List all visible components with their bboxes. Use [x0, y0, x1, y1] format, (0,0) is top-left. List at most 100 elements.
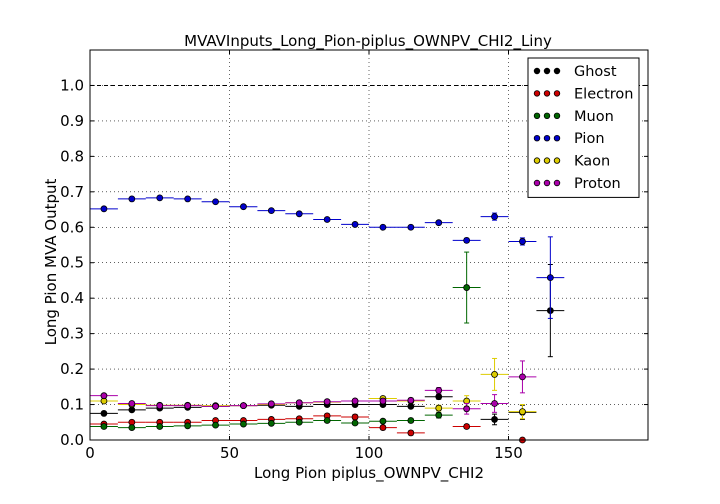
axis-ticks: 0 50 100 150 0.0 0.1 0.2 0.3 0.4 0.5 0.6 0.7 0.8 0.9 1… [60, 50, 648, 462]
data-point [212, 402, 219, 410]
data-point [407, 396, 415, 404]
data-point [240, 420, 247, 428]
data-point [379, 417, 387, 425]
legend-marker [533, 112, 541, 119]
legend-marker [543, 179, 551, 187]
legend: Ghost Electron Muon Pion Kaon Proton [527, 57, 640, 198]
data-point [212, 421, 219, 429]
x-tick-label: 0 [85, 444, 95, 462]
x-tick-label: 150 [494, 444, 523, 462]
data-point [546, 274, 554, 282]
y-tick-label: 0.0 [60, 431, 84, 449]
data-point [491, 416, 498, 423]
legend-marker [543, 67, 551, 75]
data-point [463, 236, 471, 244]
y-tick-label: 0.5 [60, 254, 84, 272]
data-point [435, 219, 443, 227]
x-axis-label: Long Pion piplus_OWNPV_CHI2 [254, 464, 484, 483]
y-tick-label: 0.8 [60, 147, 84, 165]
x-tick-label: 100 [355, 444, 384, 462]
data-point [100, 205, 108, 213]
x-tick-label: 50 [220, 444, 239, 462]
data-point [184, 195, 192, 203]
data-point [184, 422, 192, 430]
data-point [212, 198, 219, 206]
legend-marker [543, 157, 551, 164]
data-point [156, 423, 164, 430]
y-tick-label: 1.0 [60, 76, 84, 94]
legend-label-muon: Muon [574, 109, 614, 125]
legend-marker [543, 112, 551, 119]
legend-box [527, 57, 640, 198]
legend-marker [533, 90, 541, 97]
data-point [267, 207, 275, 215]
data-point [156, 402, 164, 410]
data-point [156, 194, 164, 202]
data-point [407, 417, 415, 424]
data-point [379, 397, 387, 405]
data-point [295, 210, 303, 218]
data-point [351, 413, 359, 421]
data-point [323, 398, 331, 406]
y-axis-label: Long Pion MVA Output [42, 178, 60, 345]
data-point [184, 402, 192, 410]
data-point [463, 423, 471, 430]
data-point [491, 400, 498, 407]
data-point [295, 399, 303, 407]
data-point [323, 417, 331, 424]
data-point [128, 400, 136, 407]
legend-label-proton: Proton [574, 176, 621, 192]
series-proton [90, 360, 537, 415]
series-muon [90, 251, 481, 431]
data-point [435, 404, 443, 412]
legend-marker [553, 112, 561, 119]
legend-marker [533, 179, 541, 187]
legend-label-electron: Electron [574, 86, 633, 102]
data-point [407, 429, 415, 437]
data-point [128, 424, 136, 431]
y-tick-label: 0.3 [60, 325, 84, 343]
data-point [351, 397, 359, 405]
data-point [351, 221, 359, 228]
data-point [491, 371, 498, 378]
series-pion [90, 194, 565, 319]
data-point [267, 419, 275, 427]
y-tick-label: 0.2 [60, 360, 84, 378]
data-point [379, 424, 387, 431]
legend-marker [533, 157, 541, 164]
data-point [100, 423, 108, 430]
data-point [240, 402, 247, 410]
y-tick-label: 0.7 [60, 183, 84, 201]
legend-marker [543, 90, 551, 97]
data-point [240, 203, 247, 211]
legend-marker [553, 157, 561, 164]
data-point [323, 216, 331, 223]
data-point [128, 195, 136, 203]
data-point [519, 373, 526, 381]
data-point [295, 418, 303, 426]
data-point [491, 213, 498, 221]
legend-marker [533, 67, 541, 75]
legend-marker [553, 90, 561, 97]
data-point [463, 405, 471, 413]
data-point [519, 238, 526, 245]
y-tick-label: 0.6 [60, 218, 84, 236]
data-point [379, 223, 387, 231]
legend-marker [553, 134, 561, 142]
series-layer [90, 194, 565, 444]
legend-marker [553, 179, 561, 187]
data-point [435, 393, 443, 401]
legend-marker [533, 134, 541, 142]
y-tick-label: 0.1 [60, 396, 84, 414]
data-point [435, 411, 443, 419]
data-point [100, 410, 108, 417]
legend-label-kaon: Kaon [574, 154, 610, 170]
chart-title: MVAVInputs_Long_Pion-piplus_OWNPV_CHI2_L… [184, 32, 552, 51]
data-point [267, 400, 275, 408]
data-point [100, 392, 108, 400]
data-point [435, 386, 443, 394]
data-point [519, 408, 526, 416]
data-point [407, 223, 415, 231]
data-point [351, 419, 359, 427]
